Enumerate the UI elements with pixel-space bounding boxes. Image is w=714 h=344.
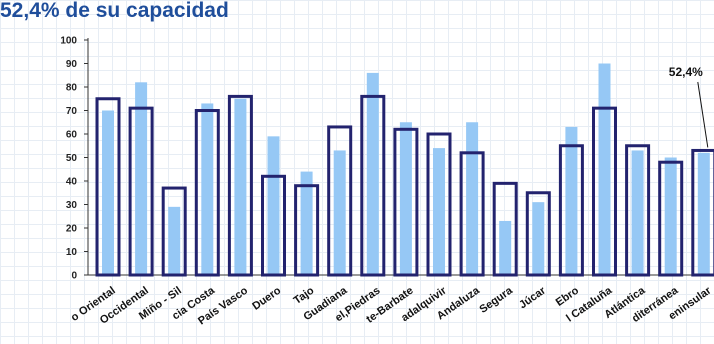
bar-outline [426, 132, 452, 277]
bar-light [333, 150, 346, 275]
outline-bars [95, 94, 714, 277]
y-tick-label: 30 [66, 200, 78, 211]
y-tick-label: 20 [66, 224, 78, 235]
bar-light [631, 150, 644, 275]
bar-outline [261, 174, 286, 277]
bar-light [102, 110, 114, 275]
bar-outline [592, 106, 617, 277]
annotation-leader-line [697, 81, 709, 148]
y-tick-label: 60 [66, 130, 78, 141]
bar-outline [360, 94, 386, 277]
bar-outline [95, 97, 121, 277]
bar-light [135, 82, 148, 275]
bar-light [399, 122, 412, 275]
bar-outline [459, 151, 485, 277]
bar-light [697, 152, 710, 275]
bar-outline [691, 148, 714, 277]
bar-outline [128, 106, 154, 277]
bar-outline [625, 144, 651, 277]
bar-light [664, 157, 677, 275]
bar-light [532, 202, 545, 275]
category-label: Tajo [292, 284, 317, 306]
bar-light [234, 98, 247, 275]
bar-light [466, 122, 479, 275]
y-tick-label: 70 [66, 106, 78, 117]
bar-light [499, 220, 512, 275]
category-label: Júcar [517, 284, 549, 311]
category-label: Segura [477, 284, 515, 316]
axes: 0 10 20 30 40 50 60 70 80 90 100 [60, 36, 714, 282]
chart-title: 52,4% de su capacidad [0, 0, 229, 22]
bar-outline [658, 160, 684, 277]
annotations: 52,4% [669, 65, 709, 148]
category-label: Duero [250, 284, 283, 312]
annotation-label: 52,4% [669, 65, 703, 79]
bar-outline [492, 181, 518, 277]
y-tick-label: 100 [60, 36, 77, 47]
bar-outline [558, 144, 584, 277]
y-tick-label: 10 [66, 247, 78, 258]
y-tick-label: 80 [66, 83, 78, 94]
light-bars [102, 63, 710, 276]
bar-outline [393, 127, 419, 277]
y-tick-label: 50 [66, 153, 78, 164]
bar-light [300, 171, 313, 275]
bar-light [598, 63, 611, 275]
bar-outline [327, 125, 353, 277]
bar-light [201, 103, 214, 275]
bar-light [433, 148, 445, 275]
bar-outline [227, 94, 253, 277]
y-tick-label: 40 [66, 177, 78, 188]
y-tick-label: 0 [71, 271, 77, 282]
bar-light [565, 126, 578, 275]
bar-outline [161, 186, 187, 277]
y-tick-label: 90 [66, 59, 78, 70]
bar-light [267, 136, 280, 275]
bar-light [366, 72, 379, 276]
bar-outline [294, 184, 320, 277]
bar-outline [525, 191, 551, 277]
bar-light [168, 206, 181, 275]
bar-outline [194, 109, 220, 277]
